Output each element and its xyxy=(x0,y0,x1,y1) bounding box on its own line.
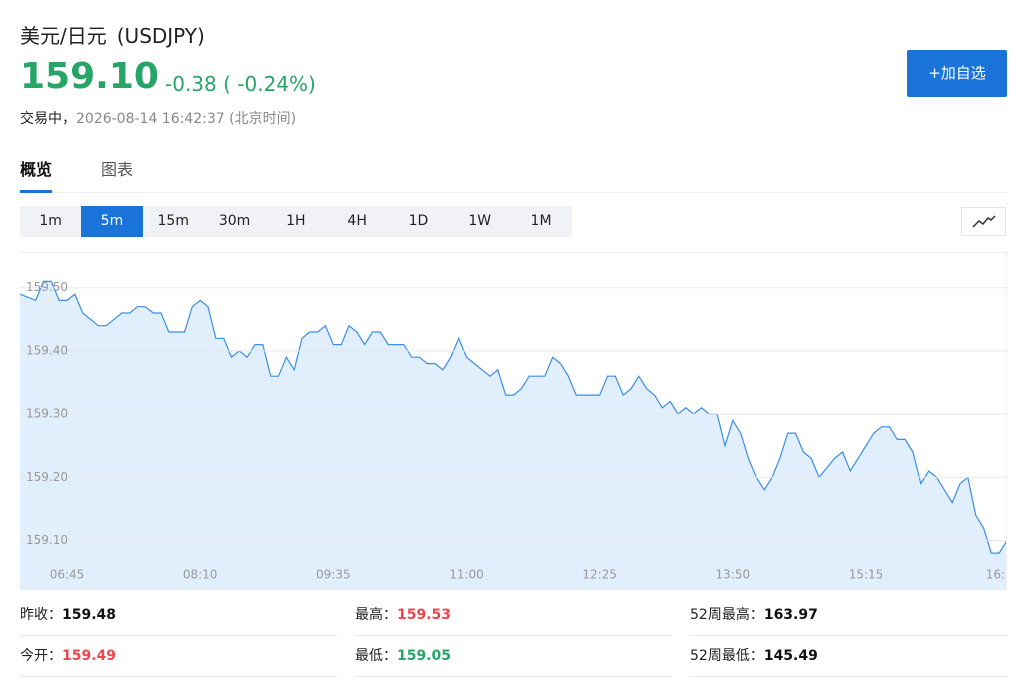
x-tick-label: 13:50 xyxy=(716,568,751,582)
stat: 最高：159.53 xyxy=(355,596,672,636)
change: -0.38 ( -0.24%) xyxy=(165,72,316,96)
y-tick-label: 159.30 xyxy=(26,407,68,421)
stat: 今开：159.49 xyxy=(20,637,337,677)
tab[interactable]: 图表 xyxy=(101,160,134,179)
title: 美元/日元 (USDJPY) xyxy=(20,20,205,49)
stat-label: 今开： xyxy=(20,648,62,664)
stat-label: 最低： xyxy=(355,648,397,664)
stat-value: 159.05 xyxy=(397,648,452,664)
interval-button[interactable]: 1D xyxy=(408,213,429,229)
x-tick-label: 08:10 xyxy=(183,568,218,582)
y-tick-label: 159.20 xyxy=(26,470,68,484)
stat-value: 159.48 xyxy=(62,607,117,623)
tab[interactable]: 概览 xyxy=(20,156,53,193)
stat-label: 昨收： xyxy=(20,607,62,623)
y-tick-label: 159.10 xyxy=(26,533,68,547)
pair-code: (USDJPY) xyxy=(116,24,205,48)
x-tick-label: 06:45 xyxy=(50,568,85,582)
interval-button[interactable]: 1M xyxy=(530,213,552,229)
chart-type-button[interactable] xyxy=(961,207,1006,236)
stat: 52周最高：163.97 xyxy=(690,596,1007,636)
line-icon xyxy=(972,215,996,228)
status-text: 交易中， xyxy=(20,111,76,127)
y-tick-label: 159.50 xyxy=(26,280,68,294)
stat-label: 52周最高： xyxy=(690,607,764,623)
chart: 159.10 159.20 159.30 159.40 159.50 06:45 08:10… xyxy=(20,252,1007,590)
interval-button[interactable]: 1H xyxy=(286,213,306,229)
interval-button[interactable]: 4H xyxy=(347,213,367,229)
interval-button[interactable]: 5m xyxy=(81,206,143,237)
x-tick-label: 12:25 xyxy=(582,568,617,582)
interval-button[interactable]: 30m xyxy=(218,213,251,229)
interval-bar: 1m 5m 15m 30m 1H 4H 1D 1W 1M xyxy=(20,206,572,237)
timestamp: 2026-08-14 16:42:37 (北京时间) xyxy=(76,111,297,127)
y-tick-label: 159.40 xyxy=(26,343,68,357)
area-fill xyxy=(20,281,1006,590)
stat: 52周最低：145.49 xyxy=(690,637,1007,677)
stat-value: 163.97 xyxy=(763,607,818,623)
stat: 最低：159.05 xyxy=(355,637,672,677)
add-watchlist-button[interactable]: +加自选 xyxy=(907,50,1007,97)
status: 交易中，2026-08-14 16:42:37 (北京时间) xyxy=(20,108,296,128)
x-tick-label: 16:4 xyxy=(986,568,1007,582)
x-tick-label: 15:15 xyxy=(849,568,884,582)
pair-name: 美元/日元 xyxy=(20,24,107,48)
stat-value: 159.49 xyxy=(62,648,117,664)
stat-value: 145.49 xyxy=(763,648,818,664)
x-tick-label: 09:35 xyxy=(316,568,351,582)
stat-label: 52周最低： xyxy=(690,648,764,664)
x-tick-label: 11:00 xyxy=(449,568,484,582)
price-line xyxy=(20,280,1006,554)
stat: 昨收：159.48 xyxy=(20,596,337,636)
tabs: 概览 图表 xyxy=(20,156,1007,193)
interval-button[interactable]: 1m xyxy=(39,213,62,229)
price: 159.10 xyxy=(20,56,159,97)
chart-svg: 159.10 159.20 159.30 159.40 159.50 06:45 08:10… xyxy=(20,280,1007,590)
stat-label: 最高： xyxy=(355,607,397,623)
interval-button[interactable]: 15m xyxy=(157,213,189,229)
stat-value: 159.53 xyxy=(397,607,452,623)
interval-button[interactable]: 1W xyxy=(468,213,492,229)
